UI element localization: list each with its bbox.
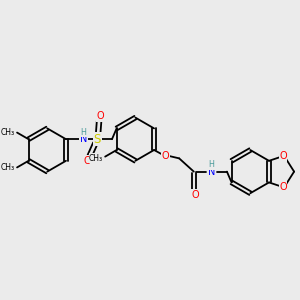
- Text: O: O: [161, 151, 169, 161]
- Text: O: O: [279, 151, 287, 161]
- Text: CH₃: CH₃: [1, 128, 15, 137]
- Text: O: O: [96, 111, 104, 121]
- Text: O: O: [279, 182, 287, 192]
- Text: O: O: [84, 156, 92, 166]
- Text: H: H: [209, 160, 214, 169]
- Text: N: N: [208, 167, 215, 177]
- Text: H: H: [80, 128, 86, 137]
- Text: O: O: [192, 190, 200, 200]
- Text: CH₃: CH₃: [89, 154, 103, 163]
- Text: S: S: [94, 133, 101, 146]
- Text: N: N: [80, 134, 87, 144]
- Text: CH₃: CH₃: [1, 163, 15, 172]
